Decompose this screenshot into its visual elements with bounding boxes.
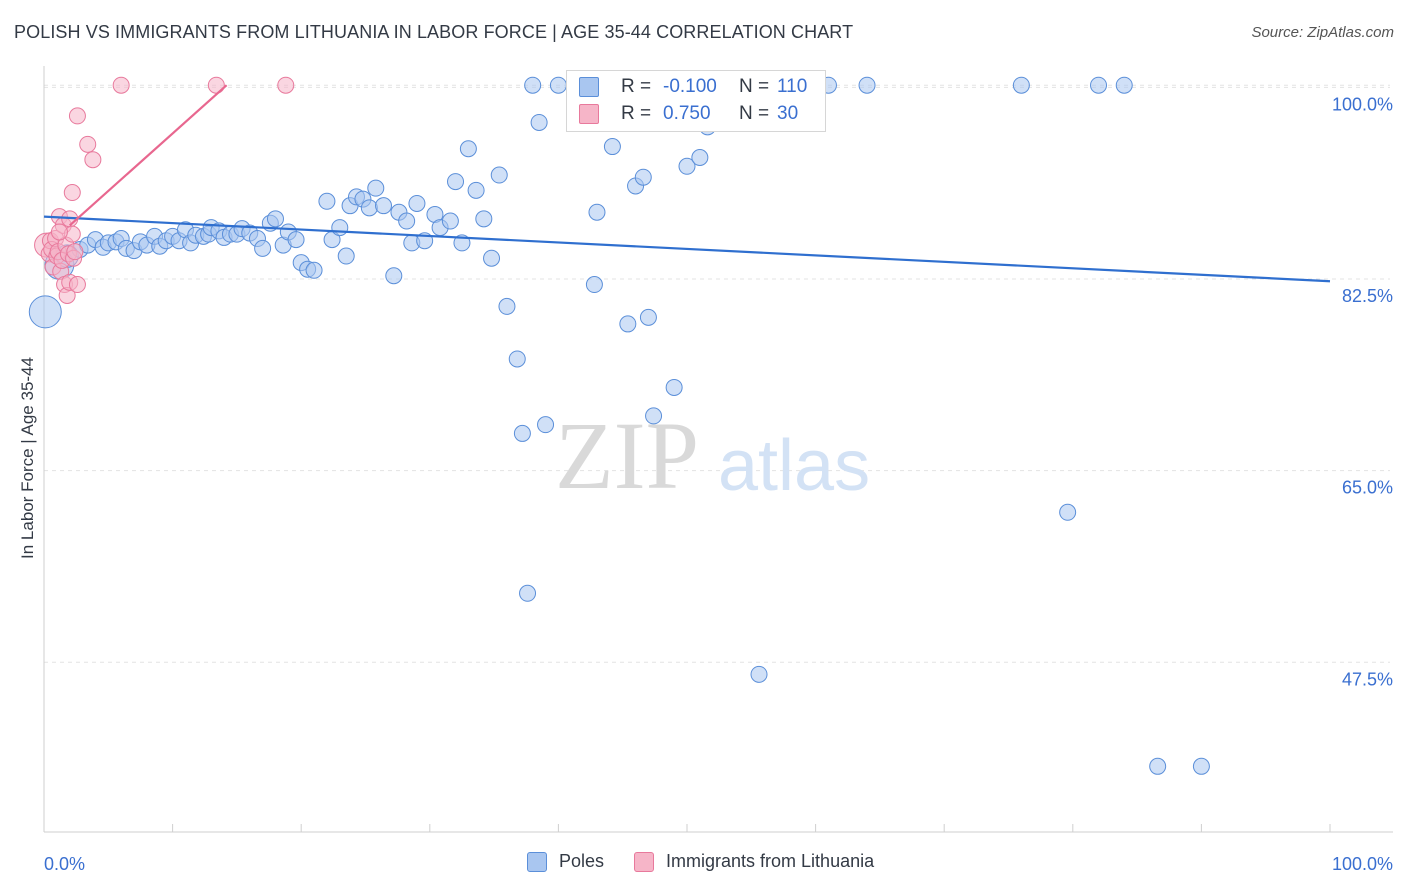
legend-item-lithuania[interactable]: Immigrants from Lithuania (634, 851, 874, 872)
lithuania-point (112, 76, 130, 94)
x-tick-label: 100.0% (1332, 854, 1393, 874)
poles-point (28, 295, 62, 329)
stats-n-value: 30 (777, 103, 799, 124)
y-tick-label: 100.0% (1332, 94, 1393, 114)
poles-point (305, 261, 323, 279)
legend-item-poles[interactable]: Poles (527, 851, 604, 872)
poles-point (360, 199, 378, 217)
trend-lines (43, 84, 1331, 283)
poles-point (1115, 76, 1133, 94)
legend-swatch-poles (527, 851, 547, 872)
poles-point (588, 203, 606, 221)
poles-point (475, 210, 493, 228)
poles-point (1090, 76, 1108, 94)
poles-point (337, 247, 355, 265)
poles-point (513, 424, 531, 442)
source-label: Source: ZipAtlas.com (1251, 24, 1394, 41)
lithuania-point (63, 184, 81, 202)
poles-point (467, 181, 485, 199)
poles-point (1149, 757, 1167, 775)
legend: Poles Immigrants from Lithuania (527, 851, 904, 872)
lithuania-point (66, 243, 84, 261)
watermark-zip: ZIP (555, 402, 699, 509)
poles-point (508, 350, 526, 368)
lithuania-trend-line (68, 84, 228, 227)
poles-point (1012, 76, 1030, 94)
legend-swatch-lithuania (634, 851, 655, 872)
x-tick-label: 0.0% (44, 854, 85, 874)
y-tick-label: 65.0% (1342, 478, 1393, 498)
poles-point (691, 149, 709, 167)
stats-row-poles: R = -0.100 N = 110 (579, 76, 807, 98)
poles-point (287, 231, 305, 249)
poles-point (858, 76, 876, 94)
stats-n-label: N = (739, 76, 770, 97)
poles-point (1059, 503, 1077, 521)
poles-point (750, 665, 768, 683)
stats-swatch-lithuania (579, 104, 599, 124)
poles-point (634, 168, 652, 186)
grid-lines (44, 84, 1390, 663)
lithuania-point (277, 76, 295, 94)
watermark: ZIP atlas (555, 402, 870, 509)
poles-point (266, 210, 284, 228)
poles-point (331, 219, 349, 237)
poles-point (498, 297, 516, 315)
lithuania-point (79, 135, 97, 153)
legend-label-poles: Poles (559, 851, 605, 871)
stats-n-value: 110 (777, 76, 808, 97)
stats-box: R = -0.100 N = 110 R = 0.750 N = 30 (566, 70, 826, 132)
poles-point (459, 140, 477, 158)
series-lithuania-points (34, 76, 295, 304)
legend-label-lithuania: Immigrants from Lithuania (666, 851, 875, 871)
lithuania-point (68, 276, 86, 294)
watermark-atlas: atlas (718, 426, 870, 506)
stats-r-value: -0.100 (663, 76, 717, 97)
stats-r-label: R = (621, 76, 652, 97)
poles-point (254, 239, 272, 257)
poles-point (1192, 757, 1210, 775)
poles-point (385, 267, 403, 285)
lithuania-point (68, 107, 86, 125)
tick-labels: 100.0% 82.5% 65.0% 47.5% 0.0% 100.0% (44, 94, 1393, 874)
poles-point (639, 308, 657, 326)
stats-swatch-poles (579, 77, 599, 97)
poles-point (530, 113, 548, 131)
poles-point (447, 173, 465, 191)
poles-point (398, 212, 416, 230)
poles-point (645, 407, 663, 425)
stats-r-value: 0.750 (663, 103, 711, 124)
poles-point (367, 179, 385, 197)
poles-point (490, 166, 508, 184)
y-tick-label: 47.5% (1342, 669, 1393, 689)
poles-point (585, 276, 603, 294)
poles-point (549, 76, 567, 94)
poles-point (619, 315, 637, 333)
chart-title: POLISH VS IMMIGRANTS FROM LITHUANIA IN L… (14, 22, 854, 42)
poles-point (524, 76, 542, 94)
poles-point (519, 584, 537, 602)
poles-point (483, 249, 501, 267)
poles-point (537, 416, 555, 434)
poles-trend-line (43, 215, 1331, 283)
y-tick-label: 82.5% (1342, 286, 1393, 306)
lithuania-point (50, 223, 68, 241)
poles-point (603, 138, 621, 156)
poles-point (408, 194, 426, 212)
stats-n-label: N = (739, 103, 770, 124)
poles-point (678, 157, 696, 175)
stats-r-label: R = (621, 103, 652, 124)
poles-point (375, 197, 393, 215)
poles-point (318, 192, 336, 210)
stats-row-lithuania: R = 0.750 N = 30 (579, 103, 798, 125)
axes (43, 66, 1393, 833)
poles-point (441, 212, 459, 230)
lithuania-point (84, 151, 102, 169)
poles-point (665, 378, 683, 396)
